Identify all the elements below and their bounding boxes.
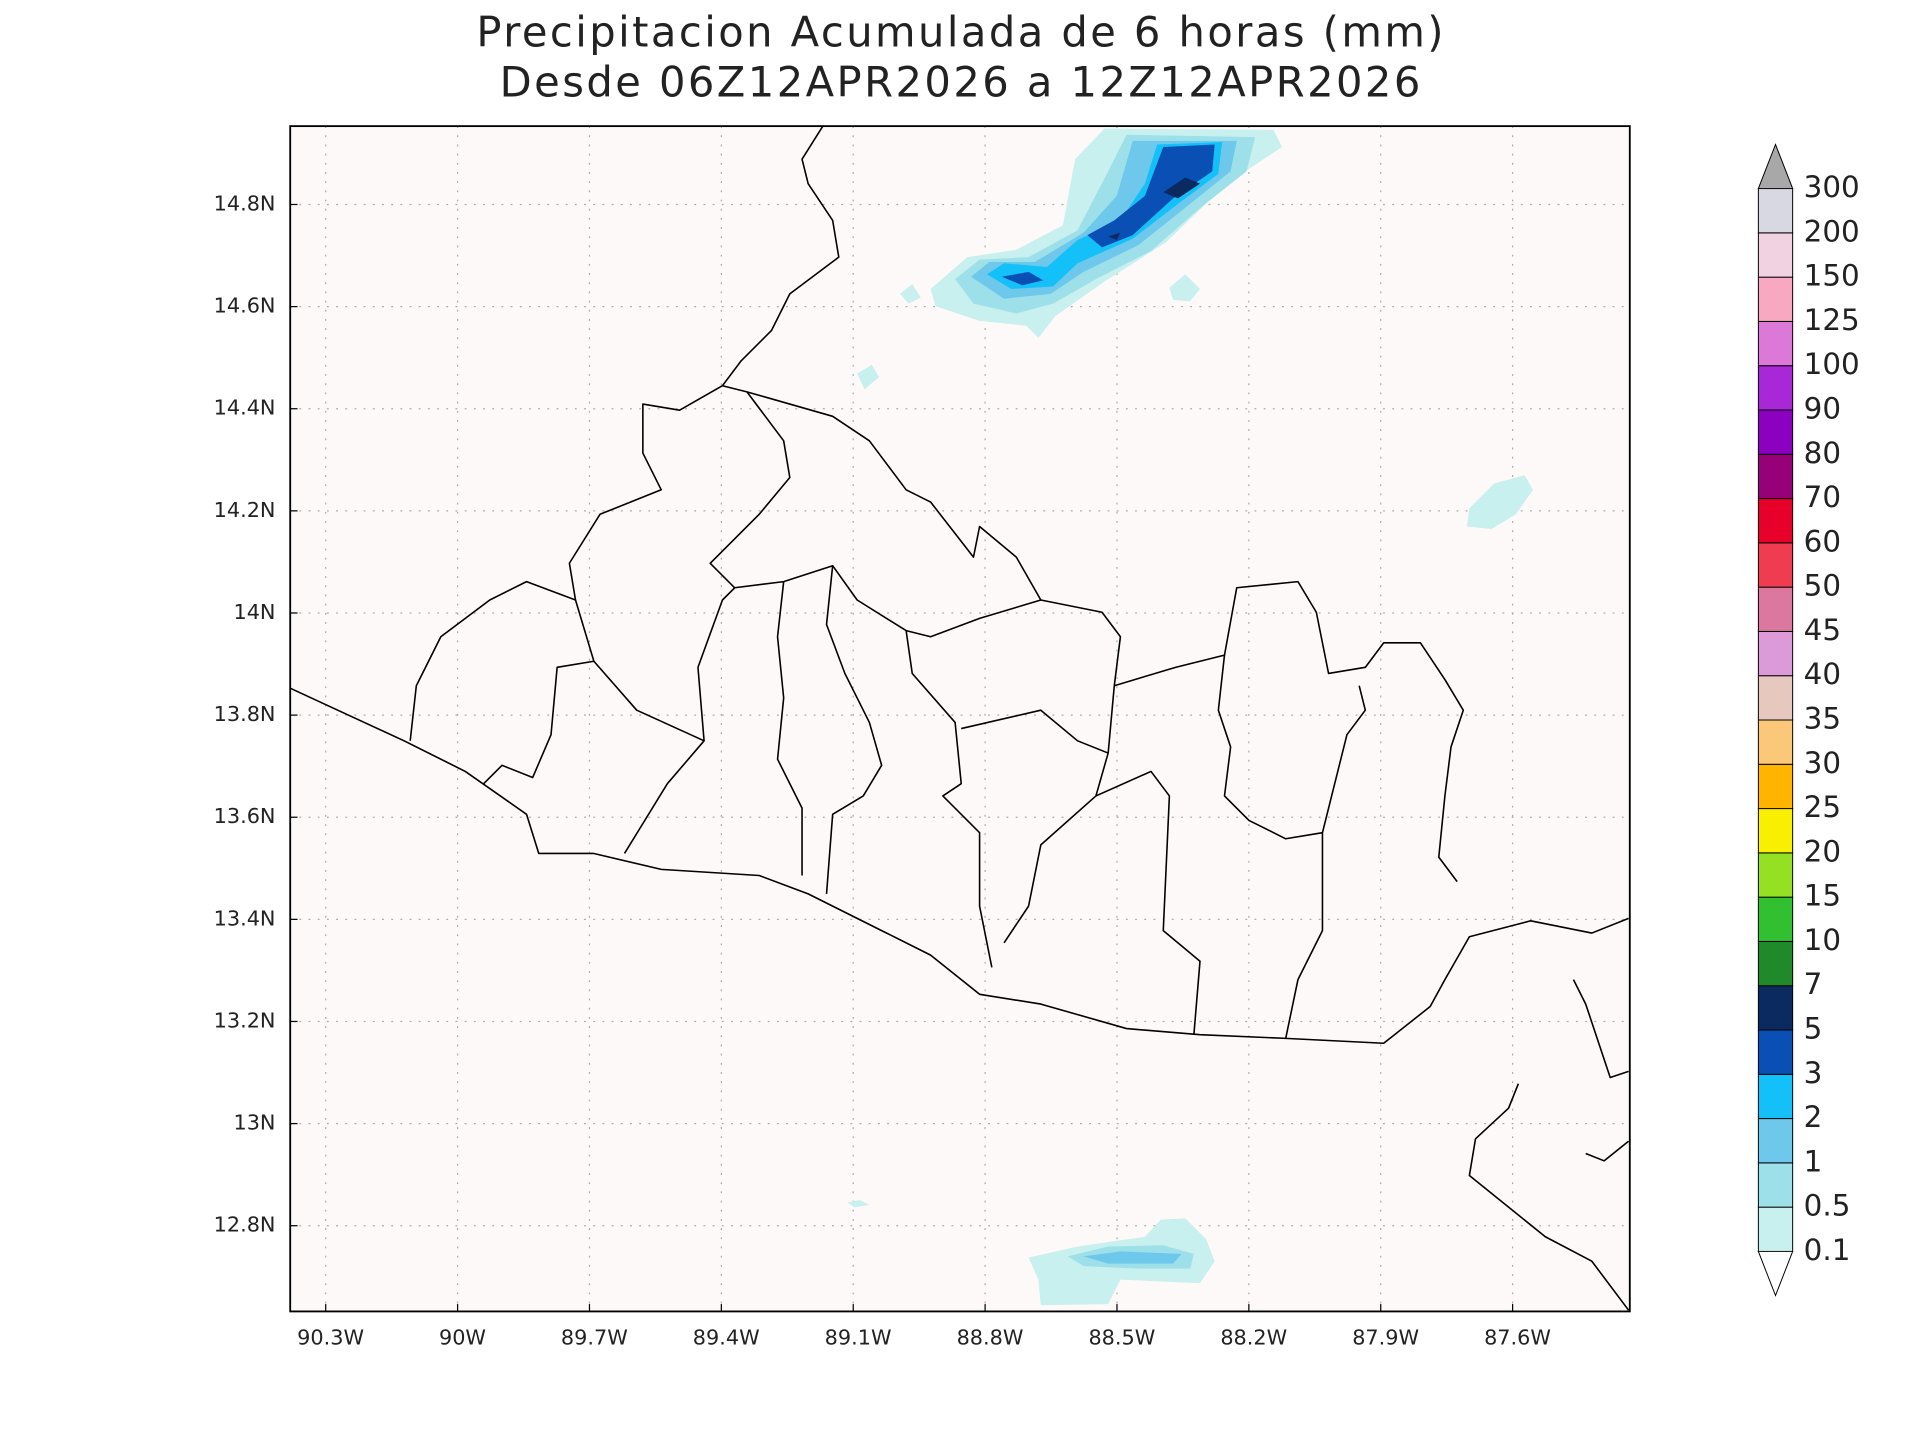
colorbar-band (1757, 542, 1794, 588)
lat-label: 14.8N (214, 191, 276, 215)
title: Precipitacion Acumulada de 6 horas (mm) (476, 8, 1446, 57)
lat-label: 14.2N (214, 498, 276, 522)
colorbar-label: 30 (1804, 746, 1841, 780)
colorbar-label: 15 (1804, 879, 1841, 913)
colorbar-label: 300 (1804, 170, 1860, 204)
colorbar-band (1757, 808, 1794, 854)
map-frame (289, 125, 1631, 1313)
precip-contour (1083, 1251, 1182, 1264)
lon-label: 89.1W (825, 1325, 892, 1349)
colorbar-label: 0.5 (1804, 1189, 1851, 1223)
lat-label: 13.6N (214, 804, 276, 828)
colorbar-band (1757, 365, 1794, 411)
colorbar-band (1757, 630, 1794, 677)
colorbar-band (1757, 985, 1794, 1031)
lat-label: 13N (233, 1111, 275, 1135)
colorbar-label: 35 (1804, 702, 1841, 736)
colorbar-label: 100 (1804, 347, 1860, 381)
lon-label: 89.7W (561, 1325, 628, 1349)
colorbar-under (1757, 1250, 1794, 1297)
colorbar-label: 5 (1804, 1012, 1823, 1046)
colorbar-label: 25 (1804, 790, 1841, 824)
colorbar-band (1757, 276, 1794, 322)
colorbar-band (1757, 852, 1794, 898)
precip-contour (1001, 144, 1215, 286)
lat-label: 14N (233, 600, 275, 624)
colorbar-label: 10 (1804, 923, 1841, 957)
colorbar-label: 150 (1804, 259, 1860, 293)
subtitle: Desde 06Z12APR2026 a 12Z12APR2026 (500, 58, 1423, 107)
lat-label: 13.8N (214, 702, 276, 726)
colorbar-band (1757, 1029, 1794, 1075)
lon-label: 90.3W (297, 1325, 364, 1349)
colorbar-label: 45 (1804, 613, 1841, 647)
colorbar-band (1757, 232, 1794, 278)
colorbar-label: 70 (1804, 480, 1841, 514)
lat-label: 14.6N (214, 294, 276, 318)
colorbar-band (1757, 1073, 1794, 1120)
colorbar-label: 90 (1804, 392, 1841, 426)
colorbar-label: 125 (1804, 303, 1860, 337)
lon-label: 87.6W (1484, 1325, 1551, 1349)
colorbar-label: 3 (1804, 1056, 1823, 1090)
country-border (409, 384, 1465, 883)
lon-label: 89.4W (693, 1325, 760, 1349)
colorbar-band (1757, 675, 1794, 721)
colorbar-band (1757, 896, 1794, 942)
colorbar-band (1757, 1206, 1794, 1252)
colorbar-label: 60 (1804, 524, 1841, 558)
lat-label: 14.4N (214, 396, 276, 420)
colorbar-band (1757, 1118, 1794, 1164)
colorbar-band (1757, 453, 1794, 500)
coastline (289, 687, 1629, 1045)
colorbar-band (1757, 719, 1794, 765)
colorbar-label: 2 (1804, 1100, 1823, 1134)
lon-label: 87.9W (1352, 1325, 1419, 1349)
lon-label: 90W (439, 1325, 486, 1349)
boundaries (289, 125, 1630, 1311)
map-background (290, 126, 1630, 1312)
department-border (483, 391, 1367, 1039)
precip-contour (1108, 177, 1200, 240)
lon-label: 88.2W (1220, 1325, 1287, 1349)
colorbar-label: 50 (1804, 569, 1841, 603)
coastline (1468, 979, 1630, 1311)
colorbar-label: 1 (1804, 1144, 1823, 1178)
colorbar-band (1757, 498, 1794, 544)
colorbar-band (1757, 940, 1794, 987)
lat-label: 13.4N (214, 906, 276, 930)
colorbar-band (1757, 409, 1794, 455)
colorbar-label: 40 (1804, 657, 1841, 691)
colorbar-band (1757, 586, 1794, 632)
axis-labels: 14.8N 14.6N 14.4N 14.2N 14N 13.8N 13.6N 13.4N 13… (214, 191, 1551, 1349)
lon-label: 88.5W (1088, 1325, 1155, 1349)
lat-label: 12.8N (214, 1213, 276, 1237)
lon-label: 88.8W (957, 1325, 1024, 1349)
colorbar-label: 200 (1804, 214, 1860, 248)
precipitation (847, 128, 1534, 1306)
colorbar-label: 0.1 (1804, 1233, 1851, 1267)
colorbar-band (1757, 763, 1794, 810)
colorbar: 0.10.51235710152025303540455060708090100… (1757, 143, 1860, 1297)
colorbar-over (1757, 143, 1794, 190)
colorbar-band (1757, 188, 1794, 234)
colorbar-label: 7 (1804, 967, 1823, 1001)
colorbar-band (1757, 1162, 1794, 1208)
colorbar-band (1757, 320, 1794, 367)
country-border (721, 125, 840, 387)
colorbar-label: 20 (1804, 834, 1841, 868)
colorbar-label: 80 (1804, 436, 1841, 470)
lat-label: 13.2N (214, 1008, 276, 1032)
